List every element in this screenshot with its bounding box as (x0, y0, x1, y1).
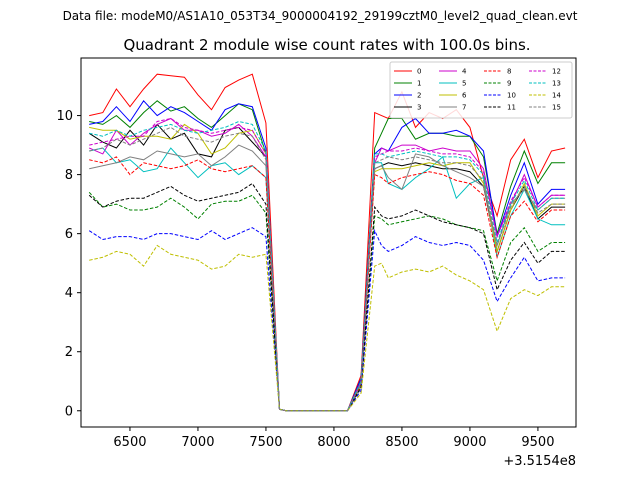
chart-title: Quadrant 2 module wise count rates with … (123, 36, 530, 54)
legend-label-4: 4 (462, 68, 467, 76)
legend-label-13: 13 (552, 80, 561, 88)
y-tick-label: 0 (65, 404, 73, 419)
series-line-10 (88, 227, 566, 412)
x-tick-label: 7500 (249, 435, 282, 450)
x-tick-label: 8000 (317, 435, 350, 450)
legend-label-0: 0 (417, 68, 421, 76)
legend-label-1: 1 (417, 80, 421, 88)
legend-label-10: 10 (507, 92, 516, 100)
legend-label-7: 7 (462, 104, 466, 112)
axis-ticks: 6500 7000 7500 8000 8500 9000 9500 0 2 4 6 8 10 (56, 109, 554, 450)
y-tick-label: 6 (65, 227, 73, 242)
series-line-12 (89, 117, 566, 412)
legend-label-15: 15 (552, 104, 561, 112)
legend-label-5: 5 (462, 80, 466, 88)
series-line-14 (89, 244, 566, 412)
x-tick-label: 9000 (453, 435, 486, 450)
legend-box (389, 61, 573, 119)
legend-label-6: 6 (462, 92, 467, 100)
legend-label-12: 12 (552, 68, 561, 76)
legend-label-9: 9 (507, 80, 511, 88)
legend-label-3: 3 (417, 104, 421, 112)
legend-label-14: 14 (552, 92, 561, 100)
series-line-13 (89, 120, 566, 412)
series-line-5 (89, 147, 566, 412)
series-layer (88, 73, 566, 412)
legend-label-2: 2 (417, 92, 421, 100)
x-tick-label: 9500 (521, 435, 554, 450)
x-tick-label: 6500 (113, 435, 146, 450)
x-tick-label: 7000 (181, 435, 214, 450)
series-line-0 (89, 73, 566, 412)
x-offset-label: +3.5154e8 (503, 454, 576, 469)
plot-frame (80, 57, 577, 428)
legend-label-11: 11 (507, 104, 516, 112)
series-line-7 (89, 144, 566, 412)
y-tick-label: 10 (56, 109, 73, 124)
series-line-1 (89, 100, 566, 412)
series-line-4 (89, 117, 566, 412)
x-tick-label: 8500 (385, 435, 418, 450)
data-file-label: Data file: modeM0/AS1A10_053T34_90000041… (63, 9, 578, 23)
y-tick-label: 8 (65, 168, 73, 183)
series-line-8 (89, 156, 566, 412)
series-line-15 (89, 126, 566, 412)
y-tick-label: 4 (65, 286, 73, 301)
legend-label-8: 8 (507, 68, 511, 76)
y-tick-label: 2 (65, 345, 73, 360)
series-line-2 (89, 99, 566, 412)
